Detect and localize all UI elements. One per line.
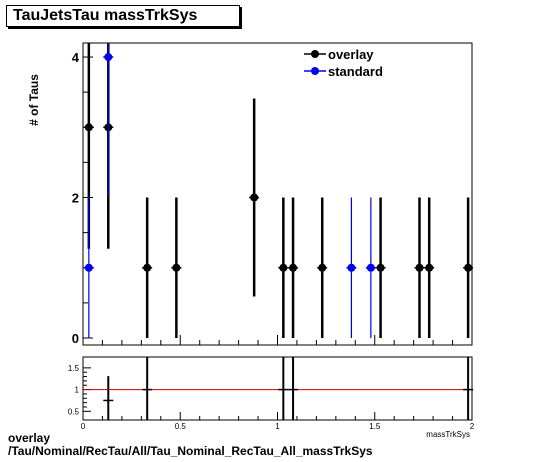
overlay-data-point [250,193,259,202]
standard-data-point [366,263,375,272]
footer: overlay /Tau/Nominal/RecTau/All/Tau_Nomi… [8,432,373,458]
x-tick-label: 1.5 [369,422,381,431]
standard-data-point [347,263,356,272]
chart-title: TauJetsTau massTrkSys [13,7,198,24]
x-tick-label: 1 [275,422,280,431]
x-tick-label: 2 [470,422,475,431]
overlay-data-point [318,263,327,272]
x-tick-label: 0 [81,422,86,431]
ratio-y-tick-label: 1.5 [68,364,80,373]
y-tick-label: 0 [72,331,79,346]
footer-line-1: overlay [8,431,51,445]
overlay-data-point [464,263,473,272]
standard-data-point [104,53,113,62]
y-tick-label: 2 [72,191,79,206]
x-tick-label: 0.5 [175,422,187,431]
main-plot-frame [82,42,473,346]
y-tick-label: 4 [72,50,80,65]
footer-path: /Tau/Nominal/RecTau/All/Tau_Nominal_RecT… [8,444,373,458]
y-axis-label: # of Taus [27,74,41,126]
legend-label-overlay: overlay [328,47,374,62]
overlay-data-point [289,263,298,272]
legend-label-standard: standard [328,64,383,79]
series-overlay [83,43,474,338]
ratio-plot-frame [82,356,473,421]
ratio-y-tick-label: 0.5 [68,407,80,416]
overlay-data-point [376,263,385,272]
legend: overlay standard [304,47,383,79]
series-standard [83,43,376,338]
x-axis-label: massTrkSys [426,430,470,439]
standard-data-point [84,263,93,272]
legend-marker-standard [311,67,319,75]
overlay-data-point [279,263,288,272]
title-box: TauJetsTau massTrkSys [6,5,240,27]
overlay-data-point [415,263,424,272]
overlay-data-point [425,263,434,272]
main-plot: 0 2 4 # of Taus overlay standard [27,42,474,346]
overlay-data-point [84,123,93,132]
overlay-data-point [172,263,181,272]
overlay-data-point [143,263,152,272]
ratio-y-tick-label: 1 [75,386,80,395]
legend-marker-overlay [311,50,319,58]
